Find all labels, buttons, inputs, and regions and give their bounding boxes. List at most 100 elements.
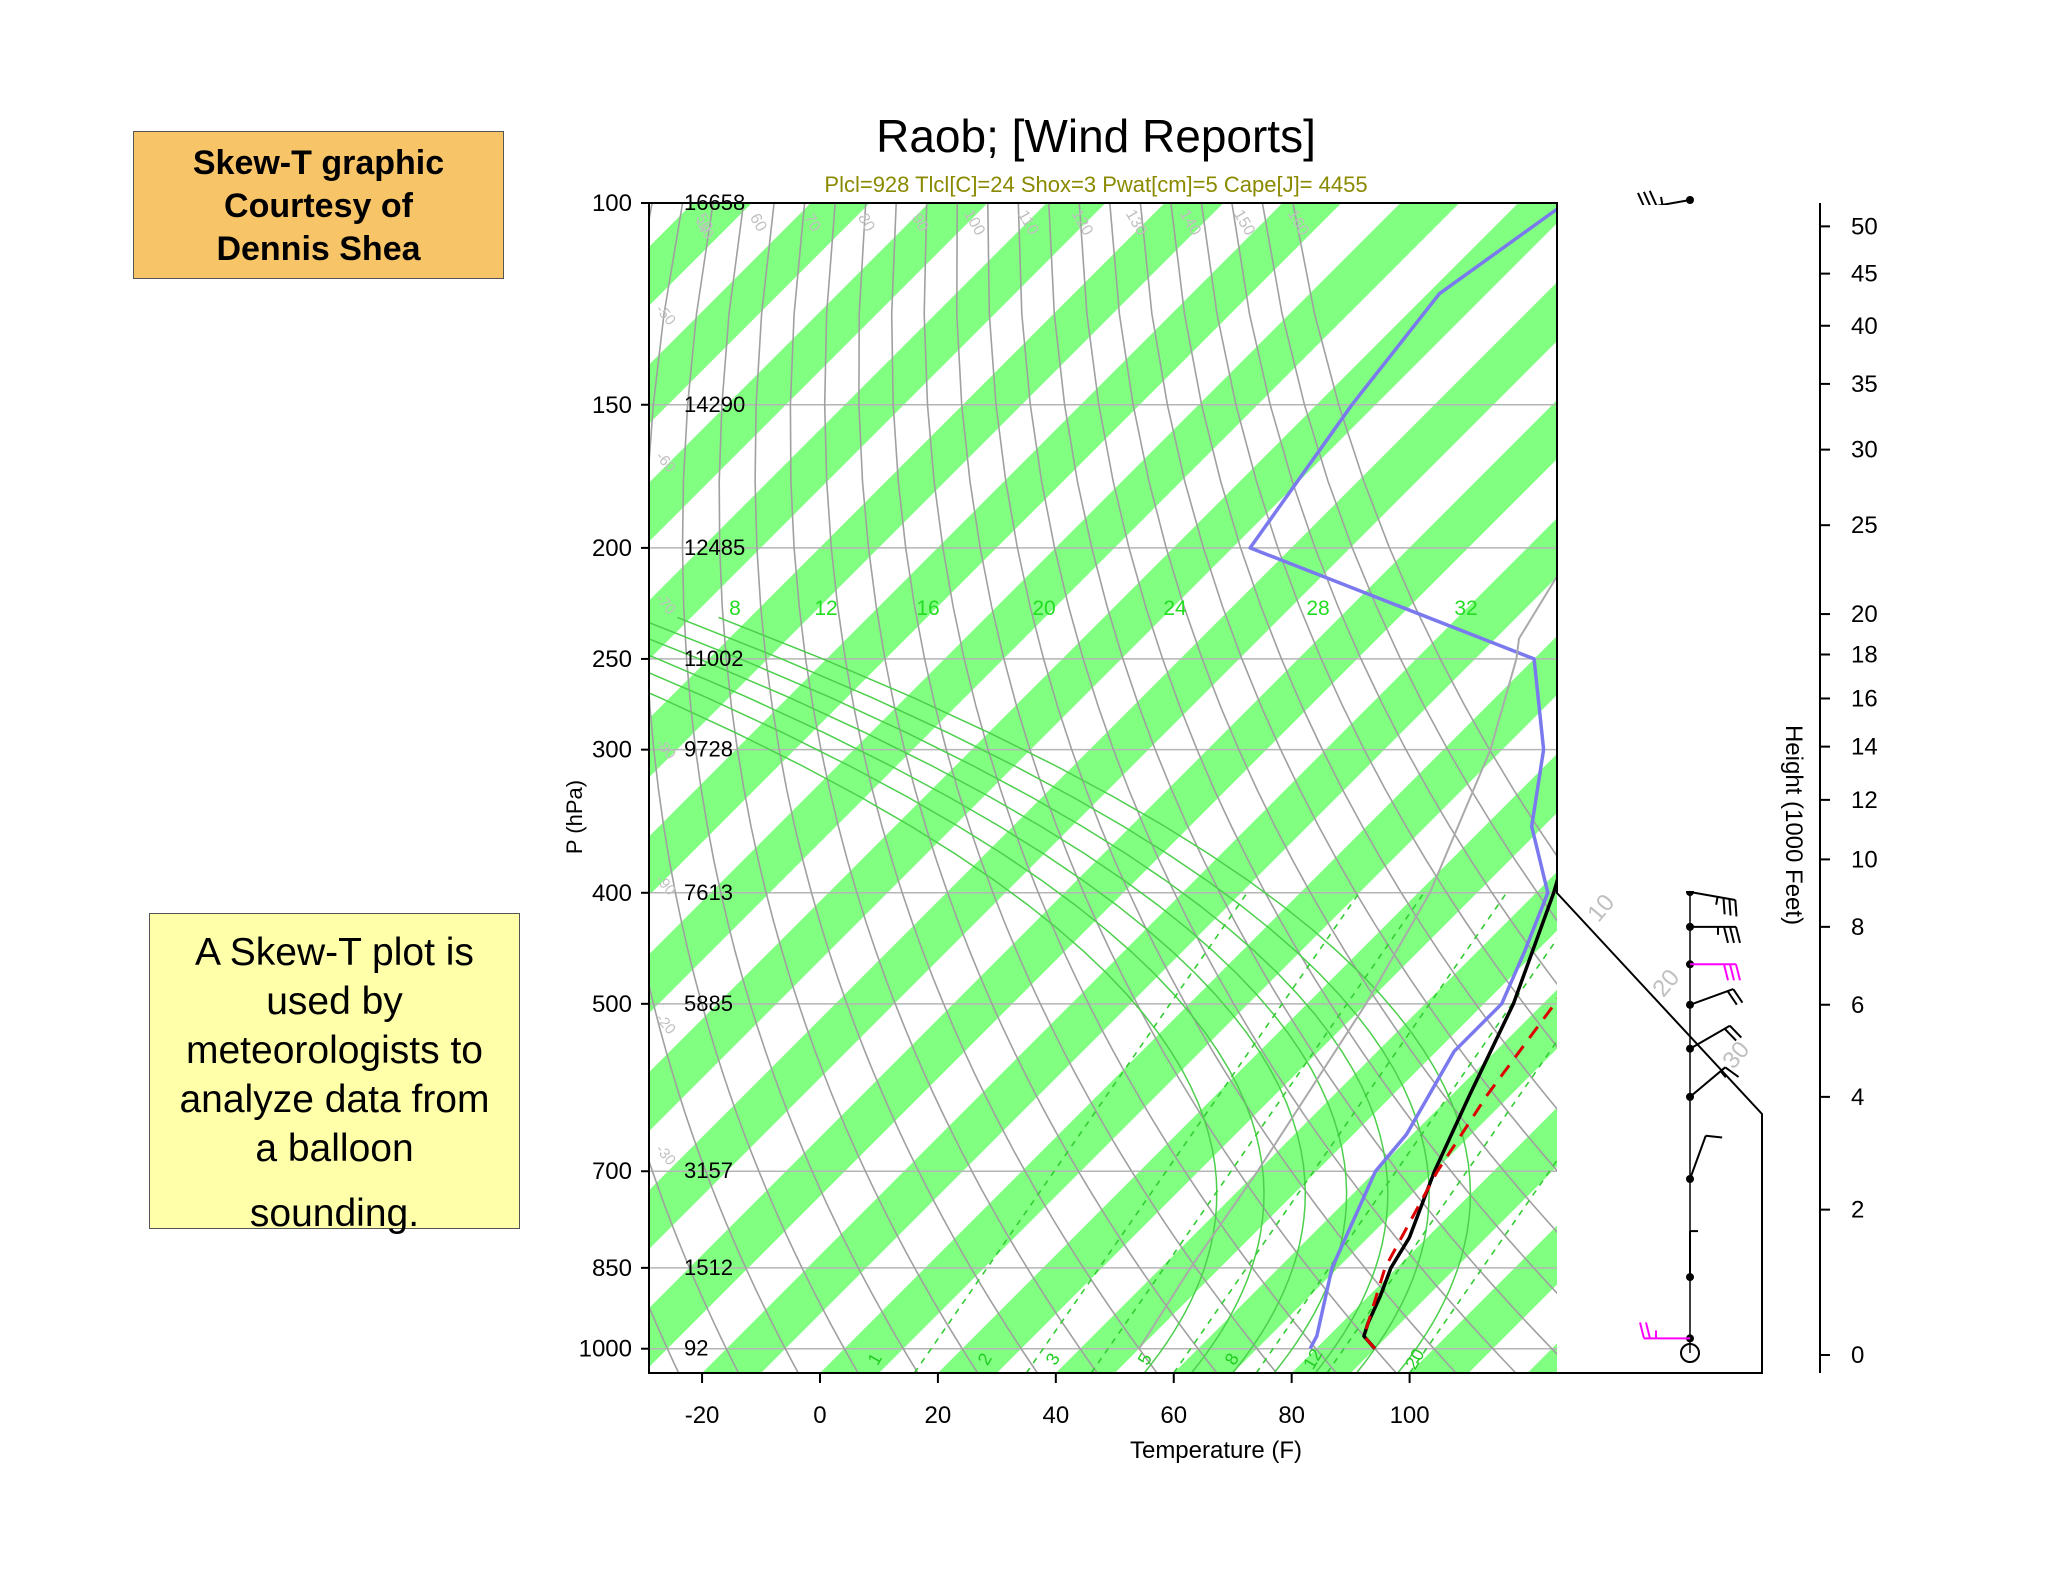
wind-barb-flag: [1639, 1322, 1645, 1339]
chart-title: Raob; [Wind Reports]: [876, 110, 1316, 162]
wind-barb-flag: [1723, 964, 1729, 981]
wind-barb-flag: [1728, 898, 1732, 916]
credit-box: Skew-T graphic Courtesy of Dennis Shea: [133, 131, 504, 279]
plot-frame: [648, 202, 1763, 1374]
isotherm-band: [649, 203, 1342, 896]
dry-adiabat: [681, 203, 919, 1373]
moist-adiabat: [718, 616, 1472, 1373]
moist-adiabat-label: 12: [814, 597, 837, 620]
height-tick-label: 14: [1851, 734, 1878, 761]
dry-adiabat: [649, 1158, 740, 1373]
wind-barb-flag: [1729, 926, 1735, 944]
credit-line-3: Dennis Shea: [216, 230, 421, 268]
y-axis-label: P (hPa): [562, 780, 587, 854]
isotherm-band: [649, 203, 1460, 1014]
isotherm-band: [1173, 989, 1557, 1373]
height-tick-label: 16: [1851, 685, 1878, 712]
height-tick-label: 45: [1851, 261, 1878, 288]
dry-adiabat: [1231, 203, 1557, 986]
description-line-4: analyze data from: [179, 1078, 490, 1121]
description-box: A Skew-T plot is used by meteorologists …: [149, 913, 520, 1235]
isotherm-band: [649, 203, 870, 424]
isotherm-band: [649, 203, 988, 542]
dry-adiabat: [1017, 203, 1517, 1373]
station-height-label: 3157: [684, 1158, 733, 1183]
station-height-label: 11002: [684, 646, 744, 671]
wind-barb-flag: [1726, 990, 1738, 1006]
pressure-tick-label: 200: [592, 535, 632, 562]
isotherm-label: -50: [652, 301, 679, 329]
height-tick-label: 10: [1851, 846, 1878, 873]
wind-barb-shaft: [1689, 891, 1736, 901]
pressure-tick-label: 250: [592, 646, 632, 673]
pressure-tick-label: 300: [592, 737, 632, 764]
station-height-label: 14290: [684, 392, 745, 417]
mixing-ratio-line: [1408, 1158, 1557, 1373]
credit-line-1: Skew-T graphic: [192, 144, 445, 182]
station-height-label: 7613: [684, 880, 733, 905]
dry-adiabat: [789, 203, 1098, 1373]
wind-barb-flag: [1705, 1134, 1723, 1139]
dry-adiabat: [754, 203, 1039, 1373]
temperature-tick-label: 20: [925, 1402, 952, 1429]
calm-wind-circle: [1680, 1343, 1700, 1363]
wind-barb-flag: [1729, 1025, 1743, 1039]
isotherm-band: [937, 753, 1557, 1373]
wind-barb-flag: [1732, 988, 1744, 1004]
moist-adiabat-label: 32: [1454, 597, 1477, 620]
station-height-label: 12485: [684, 535, 745, 560]
wind-barb-flag: [1645, 1322, 1651, 1339]
pressure-tick-label: 850: [592, 1255, 632, 1282]
virtual-temp-curve: [1138, 574, 1557, 1350]
moist-adiabat-label: 20: [1032, 597, 1055, 620]
dry-adiabat: [923, 203, 1338, 1373]
wind-barb-half-flag: [1715, 896, 1719, 905]
wind-barb-flag: [1723, 1028, 1737, 1042]
height-tick-label: 6: [1851, 992, 1864, 1019]
temperature-tick-label: 80: [1278, 1402, 1305, 1429]
mixing-ratio-line: [1173, 892, 1508, 1373]
isotherm-band: [702, 518, 1557, 1373]
dry-adiabat: [890, 203, 1278, 1373]
wind-barb-shaft: [1689, 988, 1734, 1006]
temperature-tick-label: 60: [1160, 1402, 1187, 1429]
pressure-tick-label: 100: [592, 190, 632, 217]
dry-adiabat: [1292, 203, 1557, 858]
height-tick-label: 25: [1851, 512, 1878, 539]
wind-barb-shaft: [1689, 1066, 1726, 1098]
moist-adiabat: [649, 621, 1389, 1373]
height-tick-label: 40: [1851, 313, 1878, 340]
pressure-tick-label: 400: [592, 880, 632, 907]
plot-frame-notch: [1559, 205, 1759, 891]
dry-adiabat: [649, 203, 800, 1373]
moist-adiabat-label: 8: [729, 597, 741, 620]
dewpoint-curve: [1248, 206, 1557, 1350]
isotherm-band: [1527, 1343, 1557, 1373]
mixing-ratio-line: [1090, 892, 1425, 1373]
isotherm-band: [649, 203, 1224, 778]
dry-adiabat: [487, 203, 619, 1373]
wind-barb-shaft: [1689, 1024, 1731, 1050]
moist-adiabat: [649, 654, 1307, 1373]
plot-lines: [487, 203, 1557, 1373]
wind-barb-flag: [1648, 190, 1658, 207]
height-tick-label: 0: [1851, 1342, 1864, 1369]
height-tick-label: 8: [1851, 914, 1864, 941]
chart-subtitle: Plcl=928 Tlcl[C]=24 Shox=3 Pwat[cm]=5 Ca…: [824, 172, 1367, 197]
temperature-curve: [1362, 875, 1557, 1350]
dry-adiabat: [1048, 203, 1557, 1356]
dry-adiabat: [1109, 203, 1557, 1234]
moist-adiabat: [649, 671, 1265, 1373]
temperature-tick-label: -20: [685, 1402, 720, 1429]
moist-adiabat-label: 28: [1306, 597, 1329, 620]
dry-adiabat-label: 70: [800, 211, 824, 235]
dry-adiabat: [1261, 203, 1557, 922]
moist-adiabat-label: 24: [1163, 597, 1187, 620]
wind-barb-flag: [1735, 964, 1741, 981]
height-tick-label: 35: [1851, 371, 1878, 398]
temperature-tick-label: 40: [1042, 1402, 1069, 1429]
dry-adiabat: [858, 203, 1218, 1373]
pressure-tick-label: 700: [592, 1158, 632, 1185]
pressure-tick-label: 1000: [579, 1336, 632, 1363]
